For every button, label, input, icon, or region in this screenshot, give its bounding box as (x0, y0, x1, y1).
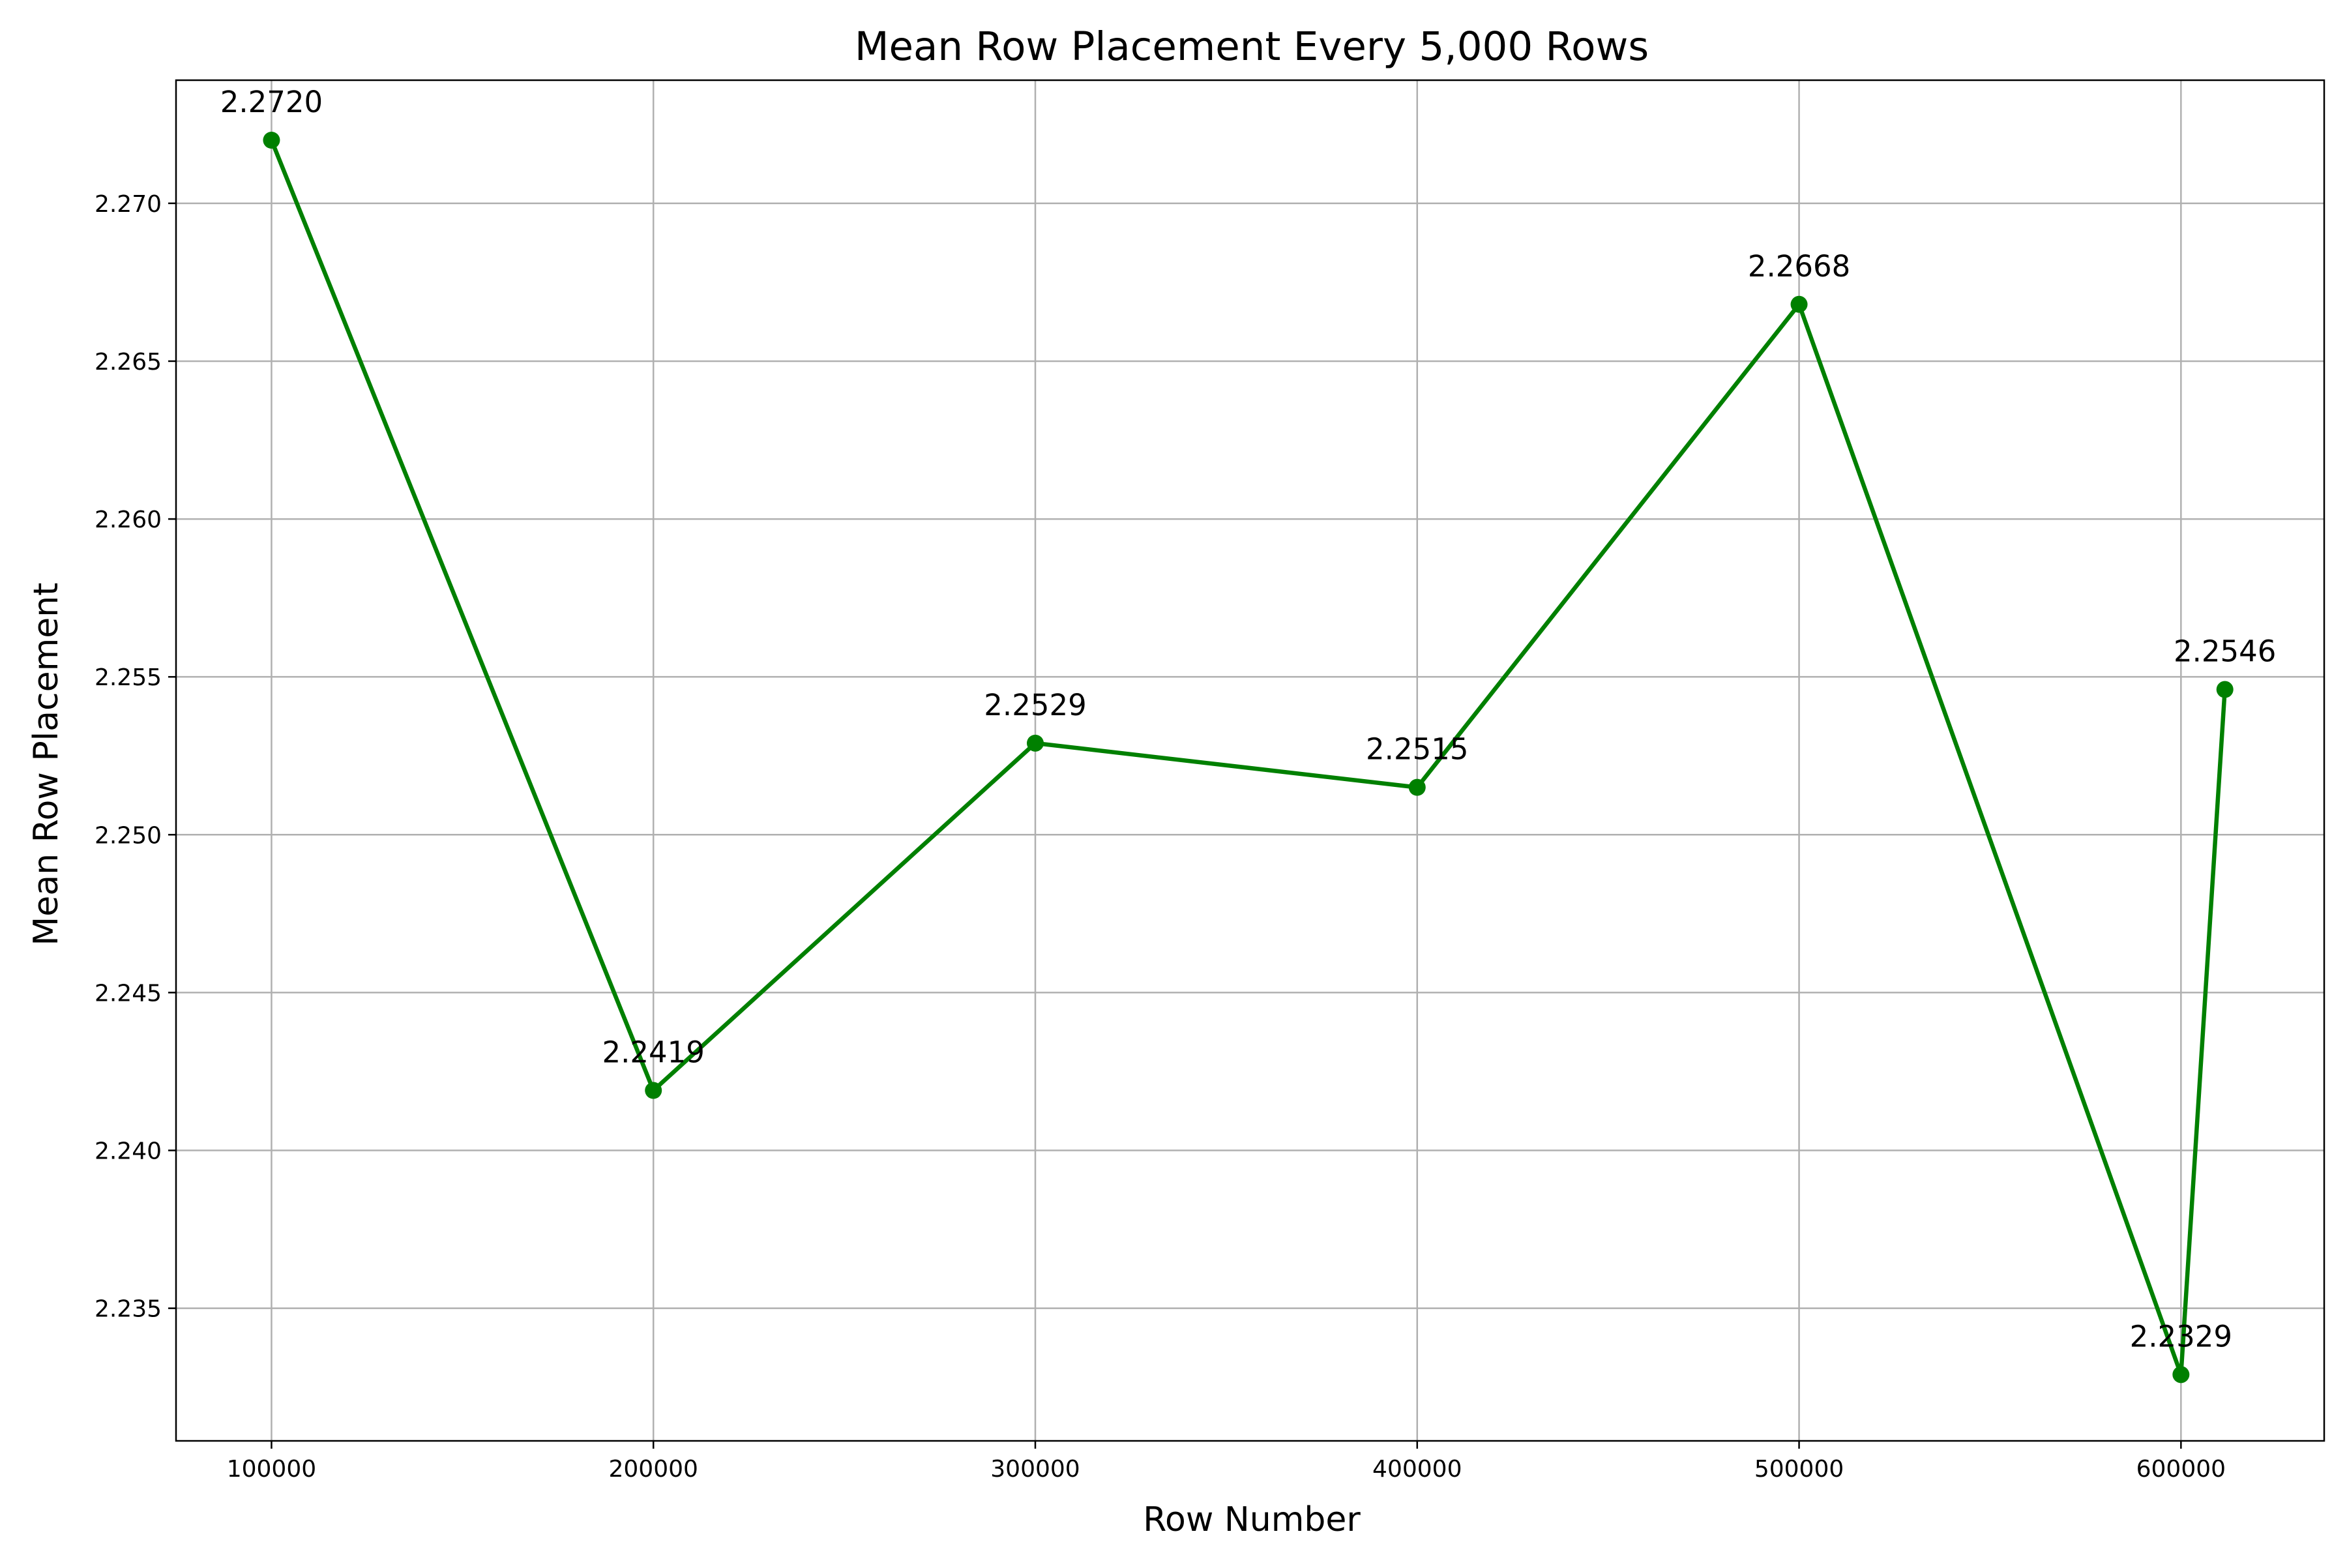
x-tick-label: 600000 (2136, 1456, 2226, 1483)
plot-frame (175, 79, 2325, 1442)
data-point (1408, 778, 1426, 796)
data-label: 2.2329 (2130, 1319, 2232, 1354)
x-axis-label: Row Number (1143, 1500, 1361, 1539)
y-axis-label: Mean Row Placement (27, 582, 66, 945)
y-tick-label: 2.265 (95, 349, 162, 376)
series-line (269, 139, 2227, 1377)
y-tick-label: 2.255 (95, 664, 162, 691)
data-label: 2.2668 (1748, 249, 1850, 284)
data-labels: 2.2720 2.2419 2.2529 2.2515 2.2668 2.2329 2.25… (220, 85, 2277, 1354)
data-label: 2.2529 (984, 688, 1086, 722)
x-tick-label: 400000 (1372, 1456, 1462, 1483)
data-point (645, 1082, 662, 1099)
series-layer (263, 132, 2234, 1383)
y-tick-label: 2.245 (95, 980, 162, 1007)
data-label: 2.2515 (1366, 732, 1468, 767)
x-tick-label: 200000 (609, 1456, 698, 1483)
data-point (2216, 681, 2234, 698)
y-tick-label: 2.260 (95, 507, 162, 533)
y-tick-label: 2.270 (95, 191, 162, 218)
data-label: 2.2419 (602, 1035, 704, 1070)
x-tick-label: 100000 (227, 1456, 316, 1483)
data-point (1027, 734, 1044, 752)
data-point (263, 132, 280, 149)
y-tick-label: 2.240 (95, 1138, 162, 1165)
data-point (2172, 1366, 2190, 1383)
y-tick-label: 2.235 (95, 1296, 162, 1323)
x-tick-label: 500000 (1754, 1456, 1844, 1483)
chart-title: Mean Row Placement Every 5,000 Rows (855, 23, 1649, 70)
axis-ticks: 100000 200000 300000 400000 500000 600000 2.23… (95, 191, 2226, 1483)
data-label: 2.2546 (2174, 634, 2276, 669)
y-tick-label: 2.250 (95, 822, 162, 849)
data-label: 2.2720 (220, 85, 323, 119)
x-tick-label: 300000 (990, 1456, 1080, 1483)
data-point (1790, 295, 1808, 313)
grid-lines (176, 80, 2324, 1441)
